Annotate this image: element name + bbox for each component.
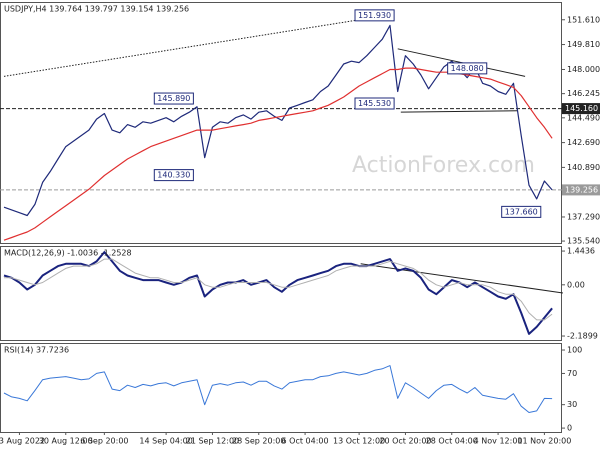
y-tick-label: 146.245: [567, 89, 600, 98]
x-tick-label: 28 Oct 04:00: [426, 437, 478, 446]
level-label-box: [562, 184, 600, 196]
panel-title: USDJPY,H4 139.764 139.797 139.154 139.25…: [4, 5, 189, 14]
y-tick-label: 144.490: [567, 113, 600, 122]
annotation-label: 145.890: [157, 94, 190, 103]
y-tick-label: -2.1899: [567, 332, 598, 341]
x-tick-label: 21 Sep 12:00: [186, 437, 239, 446]
level-label-box: [562, 103, 600, 115]
annotation-label: 145.530: [358, 99, 391, 108]
panel-title: MACD(12,26,9) -1.0036 -1.2528: [4, 249, 132, 258]
y-tick-label: 135.540: [567, 237, 600, 246]
y-tick-label: 70: [567, 369, 577, 378]
x-tick-label: 6 Oct 04:00: [282, 437, 329, 446]
y-tick-label: 30: [567, 400, 577, 409]
panel-title: RSI(14) 37.7236: [4, 346, 69, 355]
y-tick-label: 100: [567, 346, 582, 355]
x-tick-label: 14 Sep 04:00: [139, 437, 192, 446]
panel-frame: [0, 2, 562, 244]
annotation-box: [354, 97, 395, 110]
panel-frame: [0, 246, 562, 341]
x-tick-label: 6 Sep 20:00: [80, 437, 128, 446]
x-tick-label: 23 Aug 2022: [0, 437, 45, 446]
x-tick-label: 11 Nov 20:00: [517, 437, 571, 446]
y-tick-label: 0: [567, 424, 572, 433]
y-tick-label: 148.000: [567, 65, 600, 74]
trend-line: [400, 110, 518, 113]
annotation-label: 140.330: [157, 171, 190, 180]
x-tick-label: 30 Aug 12:00: [39, 437, 93, 446]
panel-frame: [0, 343, 562, 433]
annotation-label: 137.660: [505, 207, 538, 216]
y-tick-label: 149.810: [567, 40, 600, 49]
annotation-box: [153, 169, 194, 182]
annotation-box: [501, 205, 542, 218]
x-tick-label: 4 Nov 12:00: [474, 437, 523, 446]
x-tick-label: 20 Oct 20:00: [379, 437, 431, 446]
y-tick-label: 151.610: [567, 15, 600, 24]
y-tick-label: 142.690: [567, 138, 600, 147]
y-tick-label: 137.290: [567, 212, 600, 221]
annotation-box: [354, 9, 395, 22]
series-line: [4, 258, 553, 321]
x-tick-label: 28 Sep 20:00: [232, 437, 285, 446]
annotation-box: [153, 92, 194, 105]
series-line: [3, 365, 553, 413]
level-label: 139.256: [565, 185, 598, 194]
annotation-label: 148.080: [451, 64, 484, 73]
watermark: ActionForex.com: [352, 153, 535, 178]
y-tick-label: 1.4436: [567, 247, 595, 256]
y-tick-label: 140.890: [567, 163, 600, 172]
x-tick-label: 13 Oct 12:00: [333, 437, 385, 446]
y-tick-label: 0.00: [567, 280, 585, 289]
level-label: 145.160: [565, 104, 598, 113]
trend-line: [3, 13, 394, 77]
trend-line: [360, 263, 563, 294]
annotation-box: [447, 62, 488, 75]
annotation-label: 151.930: [358, 11, 391, 20]
